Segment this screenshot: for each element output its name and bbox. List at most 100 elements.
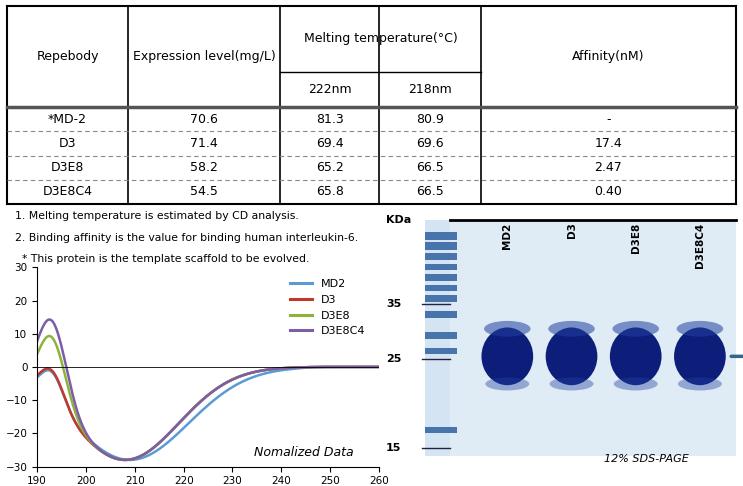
Text: Expression level(mg/L): Expression level(mg/L) [133, 50, 276, 63]
Bar [425, 253, 458, 260]
Text: *MD-2: *MD-2 [48, 113, 87, 125]
Bar [425, 348, 458, 354]
D3 [117, 457, 126, 463]
D3E8C4 [142, 450, 151, 456]
D3E8 [374, 364, 383, 370]
D3E8 [142, 450, 151, 456]
Ellipse shape [612, 321, 659, 337]
D3E8 [117, 457, 126, 463]
Text: Nomalized Data: Nomalized Data [254, 446, 354, 459]
Text: MD2: MD2 [502, 223, 513, 249]
Text: * This protein is the template scaffold to be evolved.: * This protein is the template scaffold … [15, 255, 309, 264]
MD2 [117, 456, 126, 462]
Line: MD2: MD2 [37, 367, 379, 460]
Ellipse shape [678, 377, 722, 390]
D3E8 [45, 333, 53, 339]
MD2 [33, 374, 42, 380]
Ellipse shape [485, 377, 529, 390]
Text: 70.6: 70.6 [190, 113, 218, 125]
D3E8 [130, 455, 139, 461]
Bar [450, 220, 736, 456]
Text: 12% SDS-PAGE: 12% SDS-PAGE [604, 454, 689, 464]
Line: D3: D3 [37, 367, 379, 460]
D3 [299, 364, 308, 370]
D3E8C4 [342, 364, 351, 370]
MD2 [126, 457, 134, 463]
Text: KDa: KDa [386, 215, 412, 225]
Text: D3: D3 [566, 223, 577, 238]
D3E8C4 [299, 364, 308, 370]
Text: 1. Melting temperature is estimated by CD analysis.: 1. Melting temperature is estimated by C… [15, 211, 299, 221]
D3E8C4 [45, 316, 53, 322]
Text: 66.5: 66.5 [416, 161, 444, 174]
Ellipse shape [614, 377, 658, 390]
D3 [258, 367, 267, 373]
Line: D3E8C4: D3E8C4 [37, 319, 379, 460]
Legend: MD2, D3, D3E8, D3E8C4: MD2, D3, D3E8, D3E8C4 [285, 275, 370, 341]
D3E8C4 [120, 457, 129, 463]
D3 [120, 457, 129, 463]
Text: 71.4: 71.4 [190, 137, 218, 150]
D3 [141, 451, 150, 456]
Bar [425, 332, 458, 339]
Text: D3E8C4: D3E8C4 [695, 223, 705, 268]
D3E8C4 [374, 364, 383, 370]
Bar [425, 274, 458, 281]
MD2 [129, 457, 138, 463]
Text: Melting temperature(°C): Melting temperature(°C) [304, 33, 458, 45]
Text: 69.4: 69.4 [316, 137, 343, 150]
Ellipse shape [674, 328, 726, 385]
Text: 54.5: 54.5 [190, 186, 218, 198]
Text: 0.40: 0.40 [594, 186, 622, 198]
Bar [425, 295, 458, 302]
D3E8C4 [33, 338, 42, 344]
D3E8 [299, 364, 308, 370]
Text: 65.8: 65.8 [316, 186, 343, 198]
D3E8C4 [117, 457, 126, 463]
Text: 2. Binding affinity is the value for binding human interleukin-6.: 2. Binding affinity is the value for bin… [15, 233, 358, 243]
Text: 15: 15 [386, 443, 401, 453]
D3E8 [120, 457, 129, 463]
Text: D3E8C4: D3E8C4 [42, 186, 92, 198]
Text: 218nm: 218nm [408, 83, 452, 96]
Bar [425, 242, 458, 250]
Bar [425, 311, 458, 318]
D3 [374, 364, 383, 370]
D3E8C4 [130, 455, 139, 461]
Text: 17.4: 17.4 [594, 137, 622, 150]
MD2 [341, 364, 350, 370]
Text: 25: 25 [386, 354, 401, 364]
Text: 66.5: 66.5 [416, 186, 444, 198]
Ellipse shape [548, 321, 595, 337]
MD2 [258, 371, 267, 377]
Ellipse shape [610, 328, 661, 385]
Bar [425, 264, 458, 270]
Bar [425, 220, 736, 456]
Ellipse shape [677, 321, 723, 337]
Text: 58.2: 58.2 [190, 161, 218, 174]
Bar [425, 427, 458, 433]
MD2 [374, 364, 383, 370]
MD2 [299, 365, 308, 371]
Text: D3E8: D3E8 [631, 223, 640, 253]
Ellipse shape [550, 377, 594, 390]
Text: 35: 35 [386, 299, 401, 309]
D3E8 [33, 351, 42, 357]
Text: 222nm: 222nm [308, 83, 351, 96]
D3 [33, 372, 42, 378]
Text: Affinity(nM): Affinity(nM) [572, 50, 644, 63]
Text: D3E8: D3E8 [51, 161, 84, 174]
Text: D3: D3 [59, 137, 77, 150]
D3 [129, 456, 138, 462]
Text: 65.2: 65.2 [316, 161, 343, 174]
Ellipse shape [481, 328, 533, 385]
Line: D3E8: D3E8 [37, 336, 379, 460]
Text: 69.6: 69.6 [416, 137, 444, 150]
Ellipse shape [484, 321, 531, 337]
Text: Repebody: Repebody [36, 50, 99, 63]
MD2 [141, 454, 150, 460]
Bar [425, 285, 458, 292]
D3E8C4 [258, 367, 267, 373]
Text: 2.47: 2.47 [594, 161, 622, 174]
Text: 80.9: 80.9 [416, 113, 444, 125]
